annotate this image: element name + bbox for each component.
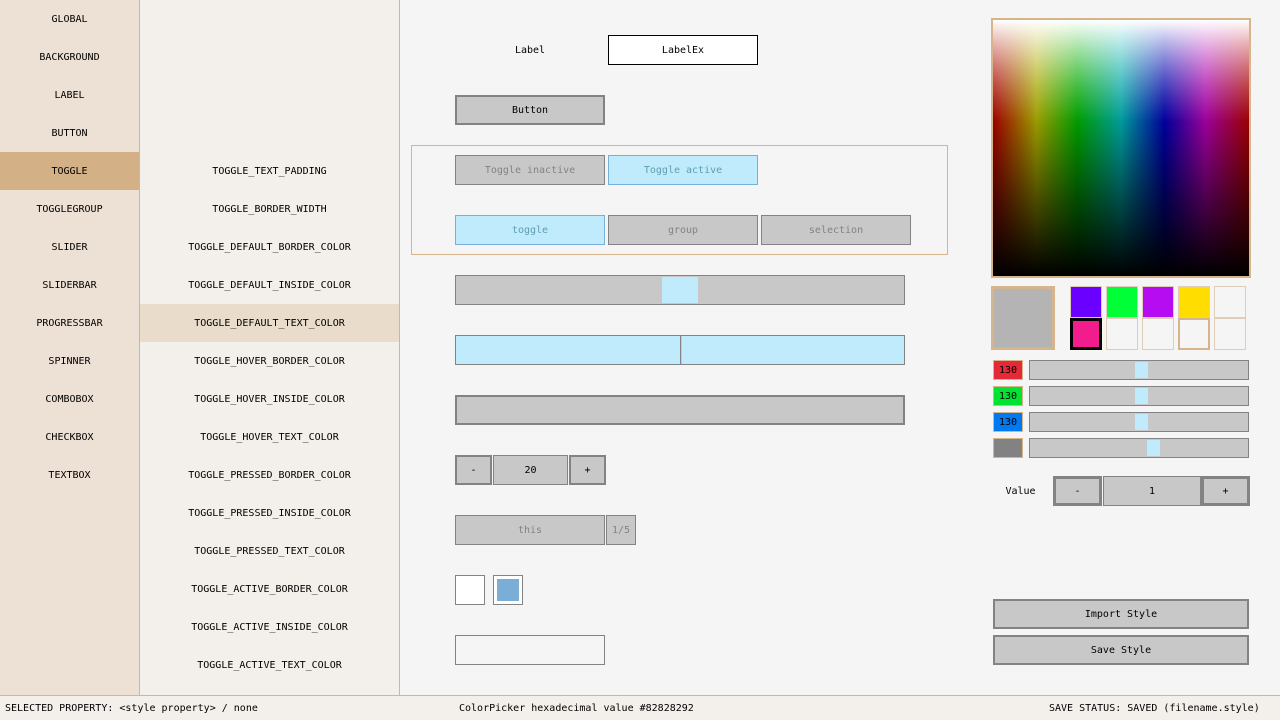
property-item[interactable]: TOGGLE_ACTIVE_TEXT_COLOR (197, 659, 342, 671)
status-bar: SELECTED PROPERTY: <style property> / no… (0, 695, 1280, 720)
slider-knob[interactable] (1135, 362, 1148, 378)
property-item[interactable]: TOGGLE_DEFAULT_INSIDE_COLOR (188, 279, 351, 291)
control-item-checkbox[interactable]: CHECKBOX (45, 431, 94, 443)
toggle-inactive[interactable]: Toggle inactive (455, 155, 605, 185)
b-value-box: 130 (993, 412, 1023, 432)
color-swatch[interactable] (1178, 318, 1210, 350)
labelex: LabelEx (608, 35, 758, 65)
textbox[interactable] (455, 635, 605, 665)
color-swatch[interactable] (1142, 318, 1174, 350)
r-slider[interactable] (1029, 360, 1249, 380)
property-item[interactable]: TOGGLE_ACTIVE_INSIDE_COLOR (191, 621, 348, 633)
color-picker[interactable] (991, 18, 1251, 278)
combobox-count[interactable]: 1/5 (606, 515, 636, 545)
color-swatch[interactable] (1214, 318, 1246, 350)
sliderbar-fill (456, 336, 681, 364)
property-item[interactable]: TOGGLE_TEXT_PADDING (212, 165, 327, 177)
label: Label (514, 44, 546, 56)
color-swatch[interactable] (1142, 286, 1174, 318)
property-item[interactable]: TOGGLE_BORDER_WIDTH (212, 203, 327, 215)
value-minus-button[interactable]: - (1053, 476, 1102, 506)
value-plus-button[interactable]: + (1201, 476, 1250, 506)
import-style-button[interactable]: Import Style (993, 599, 1249, 629)
property-item[interactable]: TOGGLE_HOVER_TEXT_COLOR (200, 431, 339, 443)
control-item-combobox[interactable]: COMBOBOX (45, 393, 94, 405)
property-item[interactable]: TOGGLE_DEFAULT_TEXT_COLOR (140, 304, 399, 342)
color-swatch[interactable] (1214, 286, 1246, 318)
control-item-toggle[interactable]: TOGGLE (0, 152, 139, 190)
control-item-background[interactable]: BACKGROUND (39, 51, 100, 63)
g-value-box: 130 (993, 386, 1023, 406)
combobox[interactable]: this (455, 515, 605, 545)
property-list: TOGGLE_TEXT_PADDING TOGGLE_BORDER_WIDTH TO… (140, 0, 400, 695)
current-color (991, 286, 1055, 350)
progressbar (455, 395, 905, 425)
property-item[interactable]: TOGGLE_HOVER_BORDER_COLOR (194, 355, 345, 367)
toggle-group-box (411, 145, 948, 255)
toggle-active[interactable]: Toggle active (608, 155, 758, 185)
value-label: Value (1005, 485, 1036, 497)
save-status: SAVE STATUS: SAVED (filename.style) (1049, 703, 1260, 714)
property-item[interactable]: TOGGLE_DEFAULT_BORDER_COLOR (188, 241, 351, 253)
selected-property-status: SELECTED PROPERTY: <style property> / no… (5, 703, 258, 714)
control-item-textbox[interactable]: TEXTBOX (48, 469, 91, 481)
color-swatch[interactable] (1106, 286, 1138, 318)
toggle-group-item[interactable]: group (608, 215, 758, 245)
property-item[interactable]: TOGGLE_PRESSED_TEXT_COLOR (194, 545, 345, 557)
control-item-slider[interactable]: SLIDER (51, 241, 88, 253)
control-item-progressbar[interactable]: PROGRESSBAR (36, 317, 103, 329)
slider-knob[interactable] (1135, 388, 1148, 404)
control-list: GLOBAL BACKGROUND LABEL BUTTON TOGGLE TOGGLEG… (0, 0, 140, 695)
color-swatch[interactable] (1178, 286, 1210, 318)
slider[interactable] (455, 275, 905, 305)
save-style-button[interactable]: Save Style (993, 635, 1249, 665)
preview-button[interactable]: Button (455, 95, 605, 125)
slider-knob[interactable] (662, 277, 698, 303)
control-item-spinner[interactable]: SPINNER (48, 355, 91, 367)
spinner-minus-button[interactable]: - (455, 455, 492, 485)
property-item[interactable]: TOGGLE_HOVER_INSIDE_COLOR (194, 393, 345, 405)
alpha-value-box (993, 438, 1023, 458)
property-item[interactable]: TOGGLE_PRESSED_BORDER_COLOR (188, 469, 351, 481)
alpha-slider[interactable] (1029, 438, 1249, 458)
toggle-group-item[interactable]: selection (761, 215, 911, 245)
color-swatch[interactable] (1070, 286, 1102, 318)
color-swatch[interactable] (1106, 318, 1138, 350)
control-item-button[interactable]: BUTTON (51, 127, 88, 139)
control-item-label[interactable]: LABEL (54, 89, 85, 101)
control-item-togglegroup[interactable]: TOGGLEGROUP (36, 203, 103, 215)
r-value-box: 130 (993, 360, 1023, 380)
b-slider[interactable] (1029, 412, 1249, 432)
control-item-sliderbar[interactable]: SLIDERBAR (42, 279, 97, 291)
hex-value-status: ColorPicker hexadecimal value #82828292 (459, 703, 694, 714)
control-item-global[interactable]: GLOBAL (51, 13, 88, 25)
value-field[interactable]: 1 (1103, 476, 1201, 506)
spinner-plus-button[interactable]: + (569, 455, 606, 485)
property-item[interactable]: TOGGLE_ACTIVE_BORDER_COLOR (191, 583, 348, 595)
slider-knob[interactable] (1147, 440, 1160, 456)
property-item[interactable]: TOGGLE_PRESSED_INSIDE_COLOR (188, 507, 351, 519)
color-swatch[interactable] (1070, 318, 1102, 350)
slider-knob[interactable] (1135, 414, 1148, 430)
checkbox-checked[interactable] (493, 575, 523, 605)
sliderbar-rest (682, 336, 904, 364)
sliderbar[interactable] (455, 335, 905, 365)
spinner-value[interactable]: 20 (493, 455, 568, 485)
checkbox[interactable] (455, 575, 485, 605)
g-slider[interactable] (1029, 386, 1249, 406)
toggle-group-item[interactable]: toggle (455, 215, 605, 245)
